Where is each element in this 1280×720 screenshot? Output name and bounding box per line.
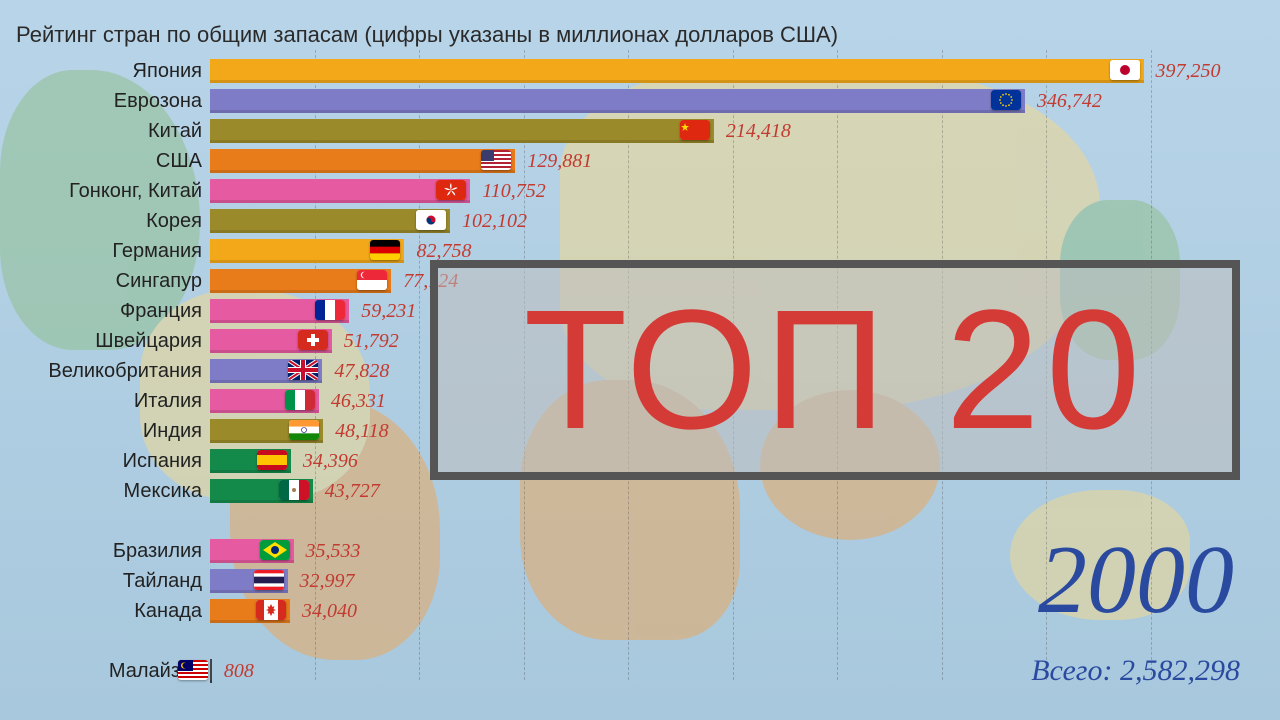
- bar: [210, 659, 212, 683]
- overlay-text: ТОП 20: [524, 272, 1147, 468]
- country-label: Тайланд: [0, 570, 210, 593]
- flag-icon: [260, 540, 290, 560]
- flag-icon: [991, 90, 1021, 110]
- country-label: Сингапур: [0, 270, 210, 293]
- bar-value: 808: [224, 660, 254, 683]
- country-label: Китай: [0, 120, 210, 143]
- country-label: Мексика: [0, 480, 210, 503]
- bar-value: 51,792: [344, 330, 399, 353]
- bar-value: 102,102: [462, 210, 527, 233]
- table-row: Корея 102,102: [0, 206, 1280, 236]
- country-label: Испания: [0, 450, 210, 473]
- bar-value: 397,250: [1156, 60, 1221, 83]
- flag-icon: [288, 360, 318, 380]
- bar: [210, 209, 450, 233]
- bar-value: 59,231: [361, 300, 416, 323]
- country-label: Еврозона: [0, 90, 210, 113]
- country-label: Бразилия: [0, 540, 210, 563]
- flag-icon: [357, 270, 387, 290]
- country-label: Индия: [0, 420, 210, 443]
- country-label: Корея: [0, 210, 210, 233]
- country-label: Канада: [0, 600, 210, 623]
- country-label: Великобритания: [0, 360, 210, 383]
- bar: [210, 149, 515, 173]
- total-prefix: Всего:: [1031, 654, 1112, 687]
- bar-track: 129,881: [210, 149, 1280, 173]
- country-label: Италия: [0, 390, 210, 413]
- flag-icon: [279, 480, 309, 500]
- bar-value: 346,742: [1037, 90, 1102, 113]
- flag-icon: [289, 420, 319, 440]
- bar-value: 43,727: [325, 480, 380, 503]
- flag-icon: [315, 300, 345, 320]
- flag-icon: [436, 180, 466, 200]
- bar-track: 397,250: [210, 59, 1280, 83]
- bar-value: 129,881: [527, 150, 592, 173]
- bar-track: 346,742: [210, 89, 1280, 113]
- flag-icon: [298, 330, 328, 350]
- bar: [210, 119, 714, 143]
- bar: [210, 179, 470, 203]
- country-label: Франция: [0, 300, 210, 323]
- bar-value: 34,040: [302, 600, 357, 623]
- total-label: Всего: 2,582,298: [1031, 654, 1240, 688]
- flag-icon: [680, 120, 710, 140]
- overlay-banner: ТОП 20: [430, 260, 1240, 480]
- flag-icon: [256, 600, 286, 620]
- bar-track: 102,102: [210, 209, 1280, 233]
- bar: [210, 59, 1144, 83]
- table-row: Мексика 43,727: [0, 476, 1280, 506]
- country-label: Швейцария: [0, 330, 210, 353]
- year-label: 2000: [1038, 524, 1234, 636]
- country-label: Япония: [0, 60, 210, 83]
- table-row: Гонконг, Китай 110,752: [0, 176, 1280, 206]
- bar-value: 46,331: [331, 390, 386, 413]
- flag-icon: [1110, 60, 1140, 80]
- flag-icon: [254, 570, 284, 590]
- country-label: Германия: [0, 240, 210, 263]
- country-label: США: [0, 150, 210, 173]
- bar-value: 110,752: [482, 180, 546, 203]
- bar: [210, 89, 1025, 113]
- bar-value: 214,418: [726, 120, 791, 143]
- total-value: 2,582,298: [1120, 654, 1240, 687]
- flag-icon: [370, 240, 400, 260]
- bar-value: 34,396: [303, 450, 358, 473]
- country-label: Гонконг, Китай: [0, 180, 210, 203]
- chart-title: Рейтинг стран по общим запасам (цифры ук…: [16, 22, 838, 48]
- bar-value: 32,997: [300, 570, 355, 593]
- table-row: США 129,881: [0, 146, 1280, 176]
- bar-track: 110,752: [210, 179, 1280, 203]
- flag-icon: [416, 210, 446, 230]
- flag-icon: [481, 150, 511, 170]
- table-row: Китай 214,418: [0, 116, 1280, 146]
- bar-value: 35,533: [306, 540, 361, 563]
- bar-value: 47,828: [334, 360, 389, 383]
- bar-track: 43,727: [210, 479, 1280, 503]
- bar-track: 214,418: [210, 119, 1280, 143]
- table-row: Еврозона 346,742: [0, 86, 1280, 116]
- bar-value: 48,118: [335, 420, 389, 443]
- flag-icon: [285, 390, 315, 410]
- table-row: Япония 397,250: [0, 56, 1280, 86]
- flag-icon: [257, 450, 287, 470]
- flag-icon: [178, 660, 208, 680]
